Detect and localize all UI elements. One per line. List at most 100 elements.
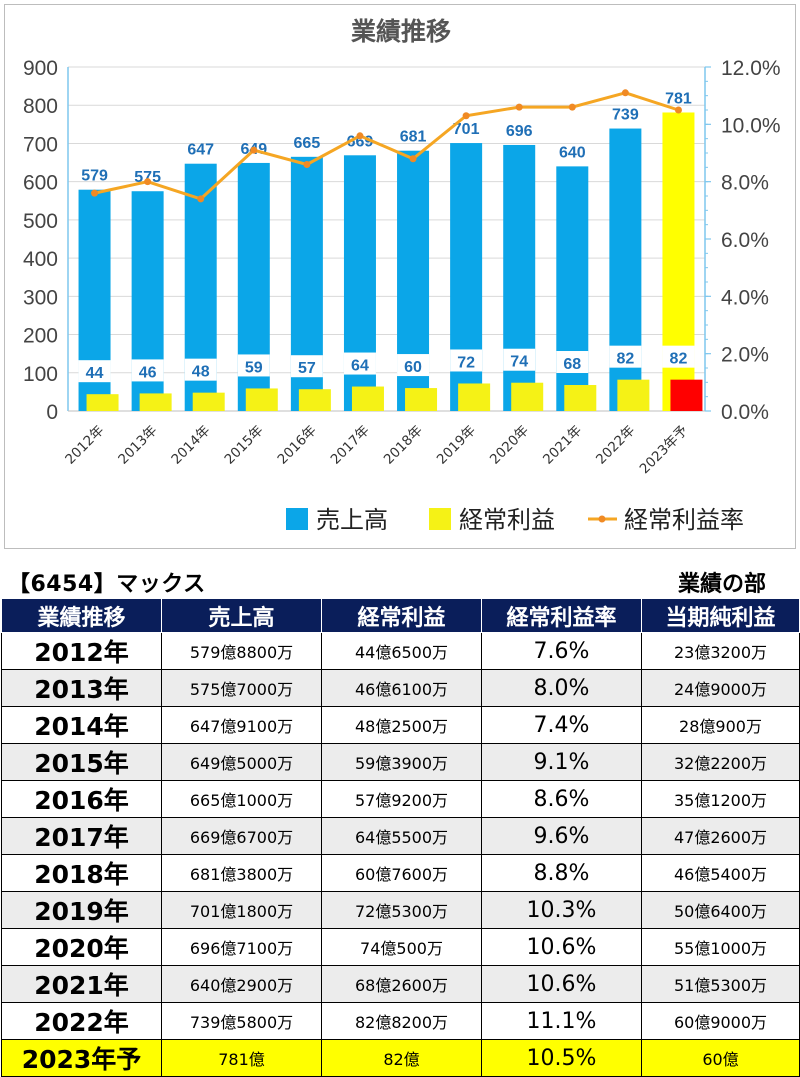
profit-data-label: 46 [139,364,157,381]
profit-rate-point [674,106,682,114]
y-tick-label: 300 [23,286,58,309]
sales-cell: 647億9100万 [161,706,322,744]
table-row: 2023年予 781億 82億 10.5% 60億 [1,1039,800,1077]
table-header-row: 業績推移 売上高 経常利益 経常利益率 当期純利益 [1,598,800,633]
table-row: 2013年 575億7000万 46億6100万 8.0% 24億9000万 [1,669,800,707]
sales-bar [556,166,589,411]
profit-rate-point [409,155,417,163]
ordinary-profit-cell: 57億9200万 [321,780,482,818]
sales-cell: 739億5800万 [161,1002,322,1040]
sales-data-label: 640 [559,144,586,161]
net-income-cell: 47億2600万 [641,817,800,855]
profit-label-bg [131,359,164,382]
x-tick-label: 2021年 [540,423,585,468]
profit-rate-point [462,112,470,120]
chart-title: 業績推移 [351,17,451,46]
table-row: 2018年 681億3800万 60億7600万 8.8% 46億5400万 [1,854,800,892]
x-tick-label: 2014年 [168,423,213,468]
net-income-cell: 28億900万 [641,706,800,744]
year-cell: 2018年 [1,854,162,892]
y2-tick-label: 6.0% [721,229,769,252]
profit-rate-cell: 10.6% [481,928,642,966]
x-tick-label: 2015年 [221,423,266,468]
profit-rate-cell: 10.6% [481,965,642,1003]
sales-cell: 681億3800万 [161,854,322,892]
year-cell: 2013年 [1,669,162,707]
table-row: 2019年 701億1800万 72億5300万 10.3% 50億6400万 [1,891,800,929]
profit-rate-cell: 10.3% [481,891,642,929]
profit-bar [617,379,650,411]
profit-data-label: 72 [457,354,475,371]
y-tick-label: 700 [23,133,58,156]
profit-bar [405,388,438,411]
profit-data-label: 60 [404,359,422,376]
year-cell: 2016年 [1,780,162,818]
x-tick-label: 2016年 [275,423,320,468]
x-tick-label: 2022年 [593,423,638,468]
net-income-cell: 60億9000万 [641,1002,800,1040]
profit-data-label: 57 [298,360,316,377]
y-tick-label: 900 [23,57,58,80]
net-income-cell: 50億6400万 [641,891,800,929]
profit-rate-cell: 11.1% [481,1002,642,1040]
profit-data-label: 74 [510,354,528,371]
profit-label-bg [450,349,483,372]
company-label: 【6454】マックス [8,572,206,597]
profit-bar [458,383,491,411]
year-cell: 2021年 [1,965,162,1003]
year-cell: 2020年 [1,928,162,966]
profit-rate-point [303,160,311,168]
x-tick-label: 2012年 [62,423,107,468]
year-cell: 2023年予 [1,1039,162,1077]
table-row: 2014年 647億9100万 48億2500万 7.4% 28億900万 [1,706,800,744]
profit-data-label: 44 [86,365,104,382]
ordinary-profit-cell: 82億 [321,1039,482,1077]
performance-chart: 業績推移 0 100 200 300 400 500 600 700 800 900 0.0% 2.0%… [23,17,781,534]
y2-tick-label: 2.0% [721,344,769,367]
legend-label-sales: 売上高 [316,506,388,534]
y-tick-label: 200 [23,325,58,348]
year-cell: 2022年 [1,1002,162,1040]
profit-data-label: 82 [670,351,688,368]
y-tick-label: 0 [46,401,58,424]
sales-cell: 701億1800万 [161,891,322,929]
sales-cell: 665億1000万 [161,780,322,818]
y-tick-label: 400 [23,248,58,271]
performance-table: 業績推移 売上高 経常利益 経常利益率 当期純利益 2012年 579億8800万… [1,598,800,1077]
sales-cell: 669億6700万 [161,817,322,855]
profit-rate-cell: 9.1% [481,743,642,781]
table-row: 2012年 579億8800万 44億6500万 7.6% 23億3200万 [1,632,800,670]
profit-rate-point [515,103,523,111]
profit-label-bg [237,354,270,377]
profit-rate-cell: 8.8% [481,854,642,892]
profit-label-bg [397,354,430,377]
profit-rate-point [568,103,576,111]
profit-bar [511,382,544,411]
profit-rate-point [356,132,364,140]
profit-bar [564,385,597,411]
profit-rate-cell: 8.0% [481,669,642,707]
sales-bar [503,144,536,411]
y2-tick-label: 12.0% [721,57,781,80]
net-income-cell: 60億 [641,1039,800,1077]
profit-label-bg [343,352,376,375]
column-header: 経常利益率 [481,598,642,633]
sales-cell: 575億7000万 [161,669,322,707]
y-tick-label: 800 [23,95,58,118]
y2-tick-label: 10.0% [721,114,781,137]
profit-label-bg [184,358,217,381]
table-row: 2017年 669億6700万 64億5500万 9.6% 47億2600万 [1,817,800,855]
x-tick-label: 2019年 [434,423,479,468]
net-income-cell: 46億5400万 [641,854,800,892]
profit-rate-point [144,178,152,186]
sales-cell: 640億2900万 [161,965,322,1003]
profit-data-label: 48 [192,364,210,381]
profit-label-bg [78,360,111,383]
y-tick-label: 100 [23,363,58,386]
sales-data-label: 781 [665,90,692,107]
sales-data-label: 696 [506,123,533,140]
profit-label-bg [609,345,642,368]
table-row: 2022年 739億5800万 82億8200万 11.1% 60億9000万 [1,1002,800,1040]
sales-cell: 579億8800万 [161,632,322,670]
ordinary-profit-cell: 44億6500万 [321,632,482,670]
